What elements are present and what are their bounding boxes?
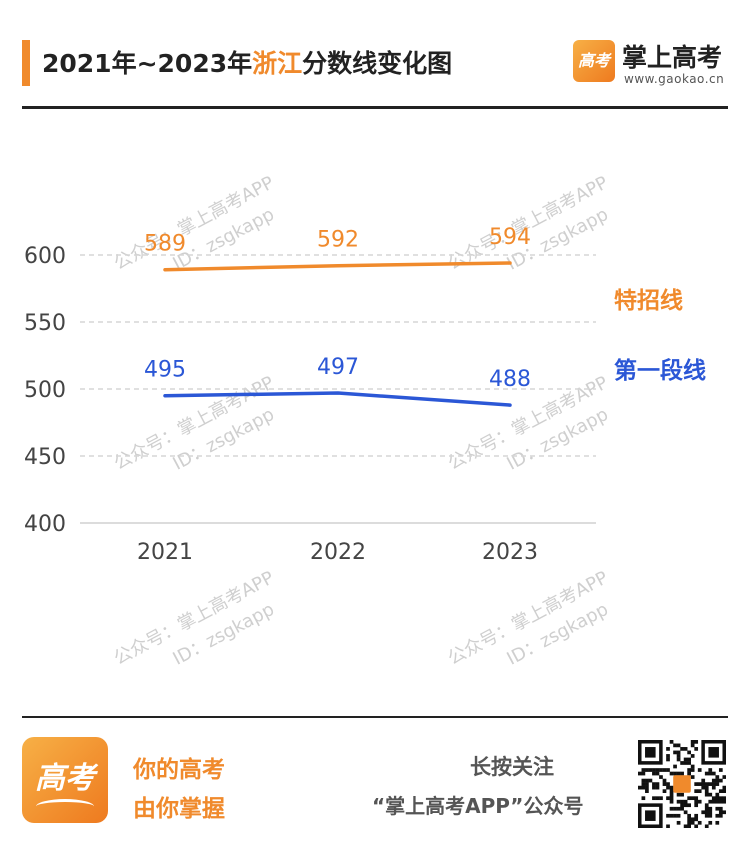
brand-url: www.gaokao.cn — [624, 72, 725, 86]
x-tick-label: 2022 — [310, 540, 366, 565]
title-suffix: 分数线变化图 — [302, 49, 453, 78]
y-tick-label: 450 — [24, 445, 66, 470]
series-1: 495 497 488 第一段线 — [144, 355, 706, 407]
grid-layer — [80, 254, 596, 524]
slogan-line-1: 你的高考 — [133, 757, 225, 783]
y-tick-label: 600 — [24, 244, 66, 269]
bottom-divider — [22, 716, 728, 718]
header: 2021年~2023年浙江分数线变化图 高考 掌上高考 www.gaokao.c… — [0, 0, 750, 110]
x-tick-label: 2021 — [137, 540, 193, 565]
chart-title: 2021年~2023年浙江分数线变化图 — [42, 44, 452, 80]
title-region: 浙江 — [252, 49, 303, 78]
slogan-line-2: 由你掌握 — [133, 796, 225, 822]
top-divider — [22, 106, 728, 109]
book-icon — [36, 799, 94, 814]
y-tick-label: 550 — [24, 311, 66, 336]
data-label: 592 — [317, 228, 359, 253]
brand-logo-icon: 高考 — [573, 40, 615, 82]
title-accent-bar — [22, 40, 30, 86]
data-label: 594 — [489, 225, 531, 250]
x-tick-label: 2023 — [482, 540, 538, 565]
data-label: 589 — [144, 232, 186, 257]
series-layer: 589 592 594 特招线 495 497 488 第一段线 — [144, 225, 706, 407]
axis-layer: 400 450 500 550 600 2021 2022 2023 — [24, 244, 538, 565]
series-0: 589 592 594 特招线 — [144, 225, 683, 314]
brand-name: 掌上高考 — [622, 43, 723, 72]
data-label: 495 — [144, 358, 186, 383]
data-label: 497 — [317, 355, 359, 380]
app-logo-icon: 高考 — [22, 737, 108, 823]
app-logo-text: 高考 — [35, 761, 95, 796]
title-years: 2021年~2023年 — [42, 49, 253, 78]
qr-code-icon[interactable] — [638, 740, 726, 828]
account-name: “掌上高考APP”公众号 — [372, 794, 584, 818]
brand-logo-text: 高考 — [577, 51, 610, 70]
y-tick-label: 500 — [24, 378, 66, 403]
follow-prompt: 长按关注 — [470, 755, 554, 779]
series-name-label: 特招线 — [614, 287, 683, 314]
data-label: 488 — [489, 367, 531, 392]
series-name-label: 第一段线 — [614, 357, 706, 384]
y-tick-label: 400 — [24, 512, 66, 537]
